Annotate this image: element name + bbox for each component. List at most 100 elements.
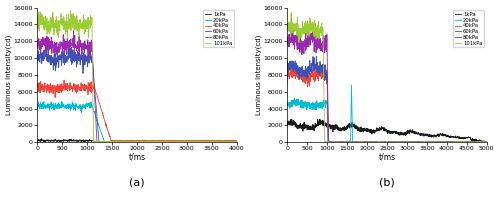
101kPa bbox=[404, 141, 410, 143]
60kPa bbox=[96, 141, 102, 143]
101kPa bbox=[484, 141, 490, 143]
101kPa bbox=[322, 141, 328, 143]
40kPa bbox=[198, 139, 203, 142]
101kPa bbox=[288, 11, 294, 14]
101kPa bbox=[287, 27, 293, 29]
101kPa bbox=[150, 141, 156, 143]
60kPa bbox=[287, 60, 293, 63]
Legend: 1kPa, 20kPa, 40kPa, 60kPa, 80kPa, 101kPa: 1kPa, 20kPa, 40kPa, 60kPa, 80kPa, 101kPa bbox=[203, 10, 234, 47]
20kPa bbox=[234, 140, 239, 143]
40kPa bbox=[128, 140, 134, 142]
80kPa bbox=[422, 141, 428, 143]
40kPa bbox=[75, 85, 81, 87]
Legend: 1kPa, 20kPa, 40kPa, 60kPa, 80kPa, 101kPa: 1kPa, 20kPa, 40kPa, 60kPa, 80kPa, 101kPa bbox=[453, 10, 484, 47]
20kPa bbox=[198, 141, 203, 143]
80kPa bbox=[484, 141, 490, 143]
1kPa bbox=[75, 140, 81, 142]
Line: 80kPa: 80kPa bbox=[287, 24, 486, 142]
101kPa bbox=[224, 140, 230, 143]
60kPa bbox=[224, 140, 230, 143]
1kPa bbox=[484, 141, 490, 143]
20kPa bbox=[364, 141, 370, 143]
80kPa bbox=[114, 141, 119, 143]
60kPa bbox=[198, 141, 203, 143]
60kPa bbox=[66, 46, 71, 48]
Line: 60kPa: 60kPa bbox=[37, 47, 236, 142]
60kPa bbox=[34, 62, 40, 64]
101kPa bbox=[190, 140, 196, 142]
Y-axis label: Luminous Intensity(cd): Luminous Intensity(cd) bbox=[256, 35, 262, 115]
1kPa bbox=[38, 138, 44, 140]
40kPa bbox=[364, 141, 370, 143]
1kPa bbox=[198, 141, 203, 143]
80kPa bbox=[224, 141, 230, 143]
Line: 80kPa: 80kPa bbox=[37, 31, 236, 142]
80kPa bbox=[287, 36, 293, 38]
1kPa bbox=[190, 141, 196, 143]
20kPa bbox=[287, 105, 293, 107]
1kPa bbox=[404, 129, 410, 132]
80kPa bbox=[190, 141, 196, 143]
20kPa bbox=[190, 141, 196, 143]
1kPa bbox=[287, 124, 293, 126]
80kPa bbox=[449, 141, 455, 143]
60kPa bbox=[364, 141, 370, 143]
80kPa bbox=[388, 141, 394, 143]
40kPa bbox=[211, 139, 217, 142]
X-axis label: t/ms: t/ms bbox=[128, 153, 146, 162]
1kPa bbox=[46, 139, 52, 142]
1kPa bbox=[363, 128, 369, 131]
101kPa bbox=[46, 33, 52, 35]
60kPa bbox=[234, 141, 239, 143]
20kPa bbox=[41, 100, 47, 103]
40kPa bbox=[474, 141, 480, 143]
Line: 40kPa: 40kPa bbox=[37, 80, 236, 141]
Y-axis label: Luminous Intensity(cd): Luminous Intensity(cd) bbox=[6, 35, 12, 115]
20kPa bbox=[284, 100, 290, 103]
101kPa bbox=[284, 22, 290, 25]
80kPa bbox=[474, 141, 480, 143]
101kPa bbox=[75, 21, 81, 24]
80kPa bbox=[198, 141, 203, 143]
40kPa bbox=[484, 141, 490, 143]
80kPa bbox=[211, 141, 217, 143]
80kPa bbox=[70, 30, 76, 32]
1kPa bbox=[422, 134, 428, 137]
20kPa bbox=[46, 104, 52, 106]
Line: 60kPa: 60kPa bbox=[287, 56, 486, 142]
40kPa bbox=[422, 141, 428, 143]
1kPa bbox=[474, 139, 480, 141]
101kPa bbox=[422, 141, 428, 143]
20kPa bbox=[224, 140, 230, 143]
80kPa bbox=[404, 141, 410, 143]
80kPa bbox=[34, 46, 40, 48]
20kPa bbox=[484, 141, 490, 143]
101kPa bbox=[364, 141, 370, 143]
Line: 101kPa: 101kPa bbox=[37, 10, 236, 142]
60kPa bbox=[404, 141, 410, 143]
60kPa bbox=[75, 49, 81, 52]
40kPa bbox=[190, 139, 196, 142]
1kPa bbox=[284, 124, 290, 127]
101kPa bbox=[198, 140, 203, 142]
Line: 101kPa: 101kPa bbox=[287, 13, 486, 142]
60kPa bbox=[284, 73, 290, 75]
60kPa bbox=[46, 58, 52, 60]
Line: 20kPa: 20kPa bbox=[37, 101, 236, 142]
101kPa bbox=[388, 141, 394, 143]
60kPa bbox=[190, 140, 196, 143]
40kPa bbox=[234, 139, 239, 142]
20kPa bbox=[348, 84, 354, 86]
40kPa bbox=[320, 65, 326, 68]
20kPa bbox=[388, 141, 394, 143]
80kPa bbox=[234, 141, 239, 143]
80kPa bbox=[75, 47, 81, 49]
Title: (b): (b) bbox=[379, 177, 395, 187]
101kPa bbox=[211, 140, 217, 143]
40kPa bbox=[326, 141, 332, 143]
60kPa bbox=[484, 141, 490, 143]
20kPa bbox=[422, 141, 428, 143]
40kPa bbox=[34, 85, 40, 88]
20kPa bbox=[75, 106, 81, 108]
80kPa bbox=[284, 40, 290, 43]
